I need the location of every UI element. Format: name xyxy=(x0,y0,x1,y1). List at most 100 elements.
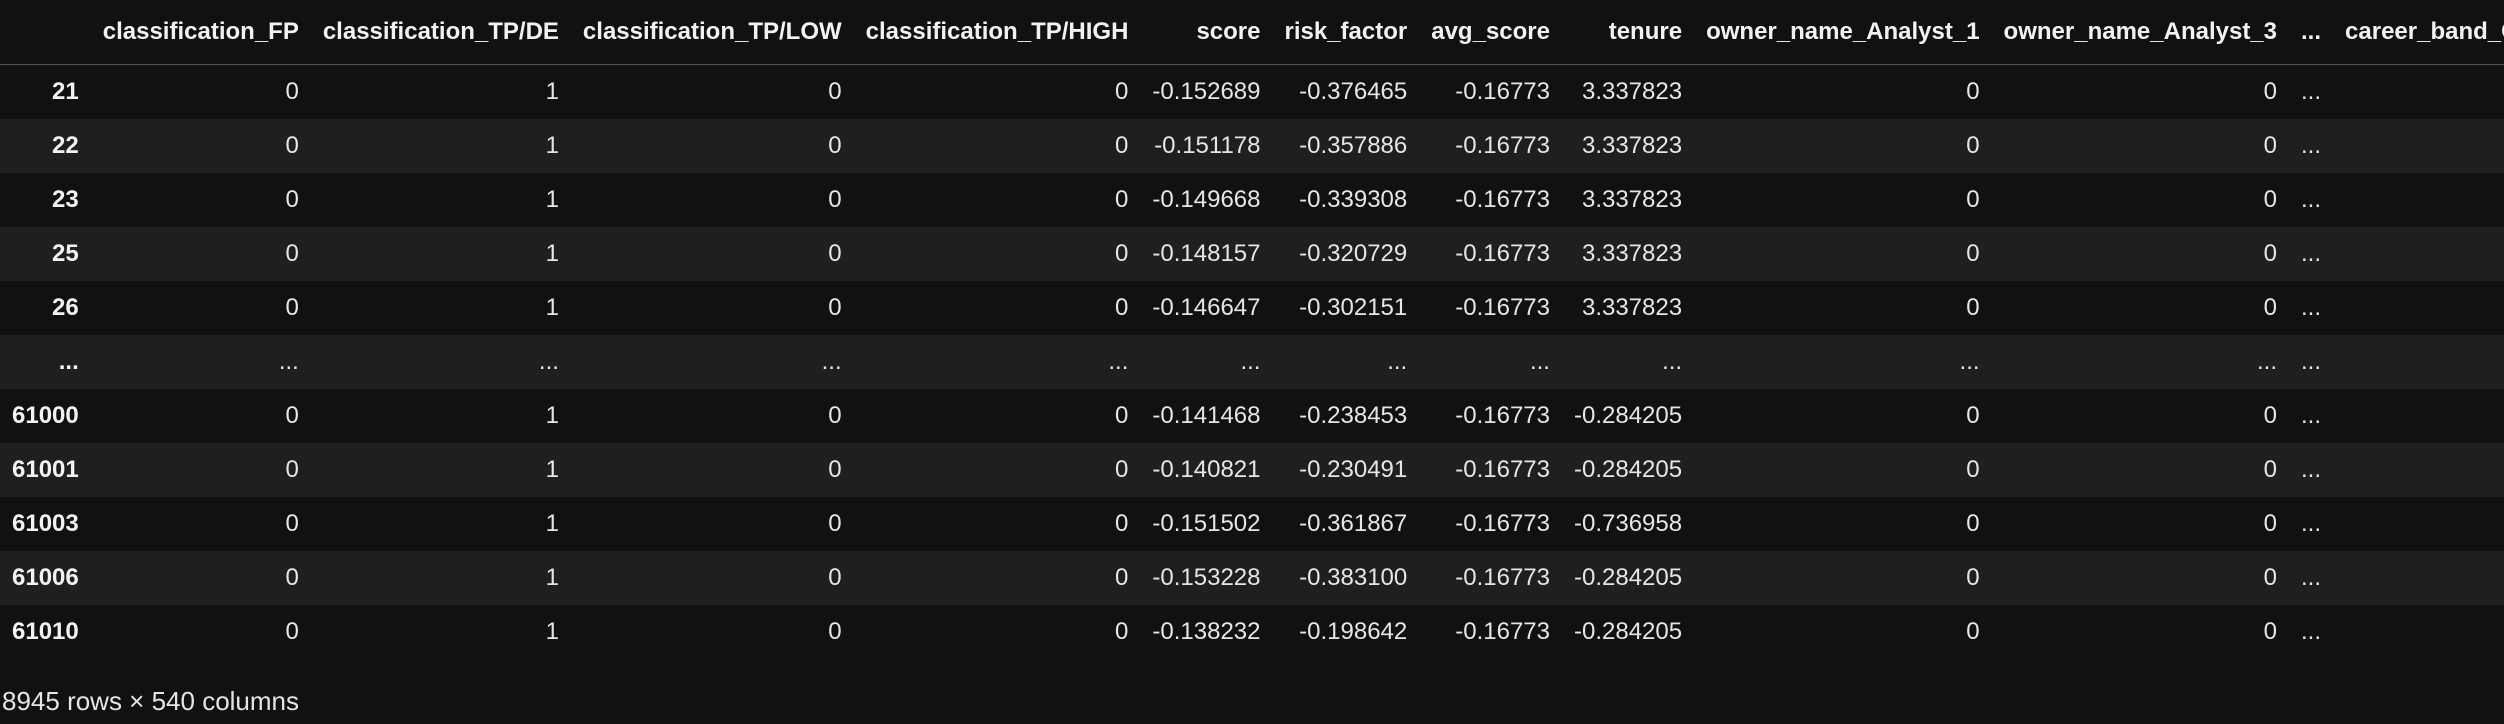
column-header: classification_TP/HIGH xyxy=(853,0,1141,65)
table-cell: -0.198642 xyxy=(1299,618,1408,645)
table-cell: -0.152689 xyxy=(1152,78,1261,105)
ellipsis-cell: ... xyxy=(2301,294,2322,321)
table-cell: 3.337823 xyxy=(1581,186,1683,213)
table-cell: 0 xyxy=(285,456,299,483)
table-cell: -0.153228 xyxy=(1152,564,1261,591)
table-cell: 1 xyxy=(545,618,559,645)
table-cell: -0.141468 xyxy=(1152,402,1261,429)
table-cell xyxy=(2333,443,2504,497)
ellipsis-cell: ... xyxy=(2301,78,2322,105)
table-cell: 0 xyxy=(1966,240,1980,267)
table-cell: -0.736958 xyxy=(1573,510,1683,537)
ellipsis-cell: ... xyxy=(2301,348,2322,375)
table-row: .................................... xyxy=(0,335,2504,389)
table-cell: -0.16773 xyxy=(1455,510,1550,537)
table-cell xyxy=(2333,335,2504,389)
table-cell: ... xyxy=(1240,348,1261,375)
table-cell: 1 xyxy=(545,186,559,213)
table-cell: 0 xyxy=(2263,510,2278,537)
ellipsis-cell: ... xyxy=(2301,618,2322,645)
column-header: career_band_C xyxy=(2333,0,2504,65)
table-cell: ... xyxy=(1108,348,1129,375)
table-cell xyxy=(2333,119,2504,173)
table-row: 61000 0 1 0 0 -0.141468 -0.238453 -0.16773 -0.28… xyxy=(0,389,2504,443)
table-cell: -0.138232 xyxy=(1152,618,1261,645)
table-row: 25 0 1 0 0 -0.148157 -0.320729 -0.16773 3.337823… xyxy=(0,227,2504,281)
column-header: risk_factor xyxy=(1272,0,1420,65)
column-header-index xyxy=(0,0,91,65)
table-body: 21 0 1 0 0 -0.152689 -0.376465 -0.16773 3.337823… xyxy=(0,64,2504,659)
table-cell: ... xyxy=(538,348,559,375)
table-cell: -0.148157 xyxy=(1152,240,1261,267)
table-cell: 0 xyxy=(285,618,299,645)
table-cell: ... xyxy=(1387,348,1408,375)
table-cell: -0.320729 xyxy=(1299,240,1408,267)
table-cell: ... xyxy=(821,348,842,375)
table-cell: 0 xyxy=(828,294,842,321)
table-cell: 0 xyxy=(2263,240,2278,267)
row-index-cell: 21 xyxy=(52,78,79,105)
table-cell: -0.16773 xyxy=(1455,402,1550,429)
table-cell: -0.16773 xyxy=(1455,78,1550,105)
table-cell: 0 xyxy=(828,78,842,105)
column-header: classification_FP xyxy=(90,0,311,65)
table-cell: 0 xyxy=(285,78,299,105)
table-cell: -0.284205 xyxy=(1573,456,1683,483)
table-cell: -0.302151 xyxy=(1299,294,1408,321)
dataframe-output: classification_FP classification_TP/DE c… xyxy=(0,0,2504,659)
table-cell: -0.16773 xyxy=(1455,132,1550,159)
ellipsis-cell: ... xyxy=(2301,240,2322,267)
row-index-cell: ... xyxy=(58,348,79,375)
table-cell: -0.16773 xyxy=(1455,618,1550,645)
table-cell: -0.361867 xyxy=(1299,510,1408,537)
table-cell: 0 xyxy=(1115,240,1129,267)
table-row: 61001 0 1 0 0 -0.140821 -0.230491 -0.16773 -0.28… xyxy=(0,443,2504,497)
table-cell: 1 xyxy=(545,78,559,105)
table-row: 61003 0 1 0 0 -0.151502 -0.361867 -0.16773 -0.73… xyxy=(0,497,2504,551)
table-row: 61006 0 1 0 0 -0.153228 -0.383100 -0.16773 -0.28… xyxy=(0,551,2504,605)
table-cell: ... xyxy=(1662,348,1683,375)
ellipsis-cell: ... xyxy=(2301,186,2322,213)
table-cell: 0 xyxy=(828,240,842,267)
header-row: classification_FP classification_TP/DE c… xyxy=(0,0,2504,65)
table-cell: -0.238453 xyxy=(1299,402,1408,429)
row-index-cell: 61001 xyxy=(12,456,79,483)
table-cell: -0.383100 xyxy=(1299,564,1408,591)
table-cell: 0 xyxy=(2263,132,2278,159)
row-index-cell: 61006 xyxy=(12,564,79,591)
table-cell: 0 xyxy=(1115,618,1129,645)
table-cell: -0.284205 xyxy=(1573,402,1683,429)
table-cell: 0 xyxy=(1966,564,1980,591)
table-row: 61010 0 1 0 0 -0.138232 -0.198642 -0.16773 -0.28… xyxy=(0,605,2504,659)
table-cell: -0.151502 xyxy=(1152,510,1261,537)
table-cell: -0.284205 xyxy=(1573,618,1683,645)
table-cell: 1 xyxy=(545,402,559,429)
table-cell: 0 xyxy=(1966,132,1980,159)
table-row: 23 0 1 0 0 -0.149668 -0.339308 -0.16773 3.337823… xyxy=(0,173,2504,227)
row-index-cell: 26 xyxy=(52,294,79,321)
table-cell: -0.376465 xyxy=(1299,78,1408,105)
ellipsis-cell: ... xyxy=(2301,456,2322,483)
row-index-cell: 23 xyxy=(52,186,79,213)
table-cell: 0 xyxy=(828,132,842,159)
table-cell: ... xyxy=(1959,348,1980,375)
table-cell: 0 xyxy=(828,564,842,591)
row-index-cell: 61003 xyxy=(12,510,79,537)
table-cell: 0 xyxy=(2263,564,2278,591)
table-cell xyxy=(2333,551,2504,605)
table-cell xyxy=(2333,173,2504,227)
table-cell xyxy=(2333,281,2504,335)
table-cell: 3.337823 xyxy=(1581,132,1683,159)
table-cell: -0.146647 xyxy=(1152,294,1261,321)
table-cell: 0 xyxy=(828,618,842,645)
table-cell: ... xyxy=(278,348,299,375)
table-cell: 1 xyxy=(545,456,559,483)
table-cell: 1 xyxy=(545,240,559,267)
table-cell: 1 xyxy=(545,564,559,591)
table-cell: -0.339308 xyxy=(1299,186,1408,213)
table-cell: 0 xyxy=(285,294,299,321)
table-cell: 1 xyxy=(545,132,559,159)
table-cell: 3.337823 xyxy=(1581,240,1683,267)
table-cell: 0 xyxy=(285,402,299,429)
dataframe-table: classification_FP classification_TP/DE c… xyxy=(0,0,2504,659)
